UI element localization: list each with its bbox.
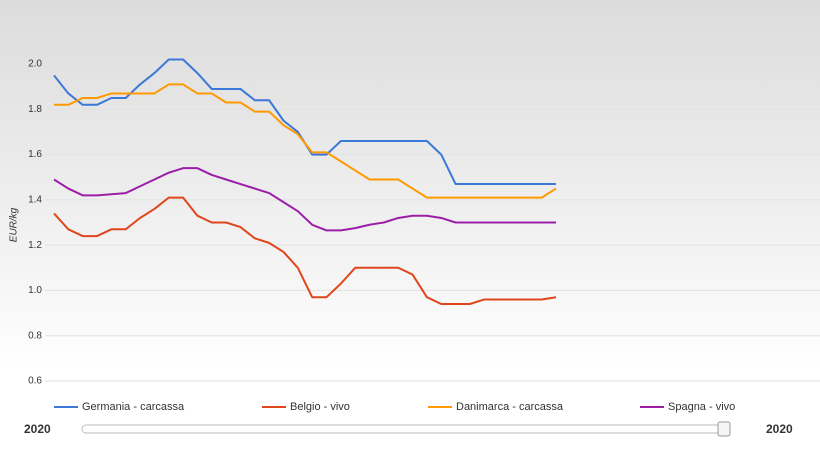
series-line	[53, 58, 556, 186]
legend-label: Belgio - vivo	[290, 401, 350, 413]
y-tick-label: 1.4	[28, 195, 42, 206]
y-tick-label: 1.0	[28, 285, 42, 296]
y-axis-label: EUR/kg	[9, 207, 20, 242]
y-tick-label: 1.8	[28, 104, 42, 115]
y-tick-label: 0.8	[28, 330, 42, 341]
y-tick-label: 2.0	[28, 59, 42, 70]
y-tick-label: 1.2	[28, 240, 42, 251]
slider-start: 2020	[24, 422, 51, 436]
legend-label: Spagna - vivo	[668, 401, 735, 413]
slider-handle[interactable]	[717, 421, 731, 437]
legend-label: Germania - carcassa	[82, 401, 185, 413]
slider-track[interactable]	[81, 424, 725, 434]
slider-end: 2020	[766, 422, 793, 436]
series-line	[53, 167, 556, 232]
y-tick-label: 0.6	[28, 376, 42, 387]
y-tick-label: 1.6	[28, 149, 42, 160]
series-line	[53, 196, 557, 305]
series-line	[54, 83, 557, 199]
legend-label: Danimarca - carcassa	[456, 401, 564, 413]
